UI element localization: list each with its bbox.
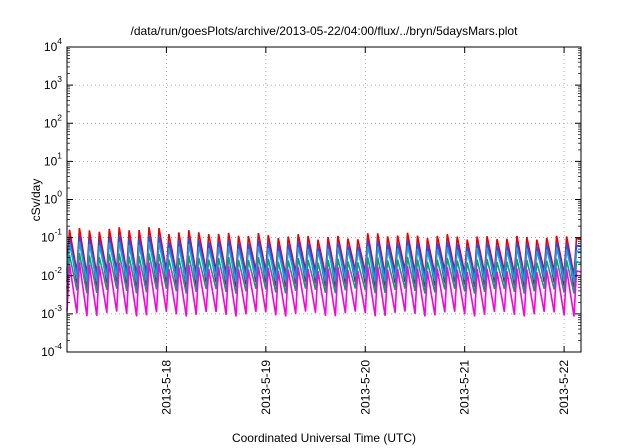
x-tick-label: 2013-5-20 — [358, 360, 372, 415]
x-tick-label: 2013-5-18 — [159, 360, 173, 415]
series-line — [66, 252, 582, 294]
x-tick-label: 2013-5-19 — [259, 360, 273, 415]
x-tick-label: 2013-5-21 — [458, 360, 472, 415]
x-tick-label: 2013-5-22 — [557, 360, 571, 415]
y-tick-label: 10-2 — [41, 265, 62, 283]
y-tick-label: 101 — [44, 150, 62, 168]
y-tick-label: 100 — [44, 189, 62, 207]
y-axis: 10-4 10-3 10-2 10-1 100 101 102 103 104 — [41, 36, 581, 359]
y-tick-label: 102 — [44, 112, 62, 130]
series-line — [66, 241, 582, 283]
x-axis: 2013-5-18 2013-5-19 2013-5-20 2013-5-21 2013… — [159, 47, 571, 415]
series-layer — [66, 227, 582, 317]
y-axis-label: cSv/day — [29, 179, 43, 222]
chart-title: /data/run/goesPlots/archive/2013-05-22/0… — [131, 24, 519, 38]
y-tick-label: 10-3 — [41, 303, 62, 321]
y-tick-label: 10-4 — [41, 341, 62, 359]
series-line — [66, 262, 582, 317]
x-axis-label: Coordinated Universal Time (UTC) — [232, 431, 416, 445]
y-tick-label: 103 — [44, 74, 62, 92]
y-tick-label: 104 — [44, 36, 62, 54]
y-tick-label: 10-1 — [41, 227, 62, 245]
